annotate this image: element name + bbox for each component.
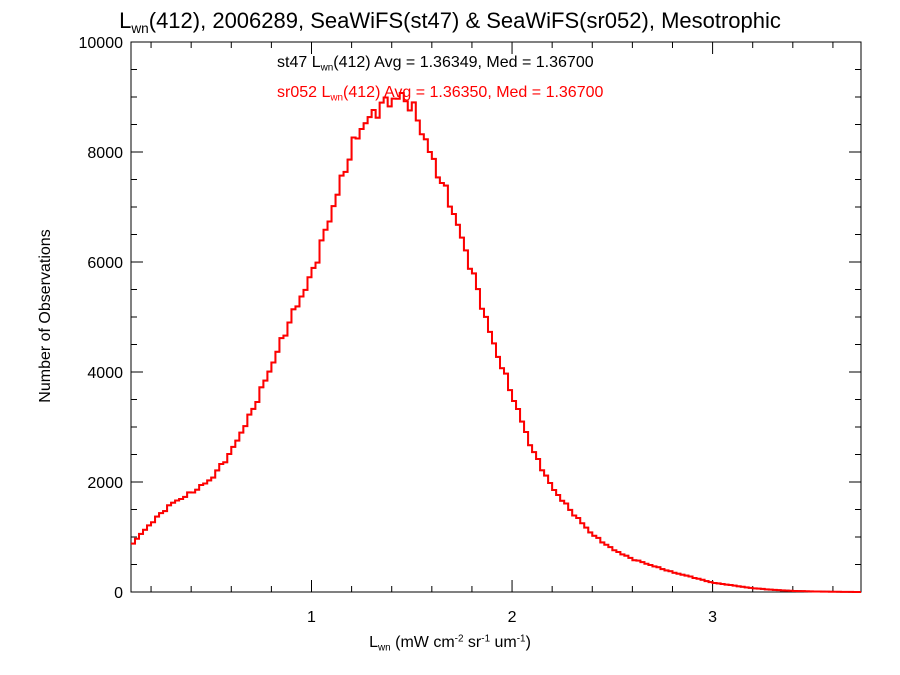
y-tick-label: 8000	[87, 145, 123, 162]
x-tick-label: 2	[508, 609, 517, 626]
series-layer	[131, 92, 861, 593]
x-tick-label: 3	[708, 609, 717, 626]
y-tick-label: 6000	[87, 255, 123, 272]
annotation-sr052-stats: sr052 Lwn(412) Avg = 1.36350, Med = 1.36…	[277, 84, 604, 104]
y-tick-label: 2000	[87, 475, 123, 492]
x-axis-label: Lwn (mW cm-2 sr-1 um-1)	[369, 633, 531, 654]
series-line-sr052	[131, 92, 861, 593]
y-tick-label: 4000	[87, 365, 123, 382]
chart-title: Lwn(412), 2006289, SeaWiFS(st47) & SeaWi…	[119, 8, 781, 36]
x-tick-label: 1	[307, 609, 316, 626]
y-tick-label: 10000	[79, 35, 124, 52]
plot-area-frame	[130, 41, 862, 593]
y-axis-label: Number of Observations	[37, 229, 54, 403]
axis-ticks: 0 2000 4000 6000 8000 10000 1 2 3	[79, 35, 861, 626]
annotation-st47-stats: st47 Lwn(412) Avg = 1.36349, Med = 1.367…	[277, 54, 594, 74]
y-tick-label: 0	[114, 585, 123, 602]
